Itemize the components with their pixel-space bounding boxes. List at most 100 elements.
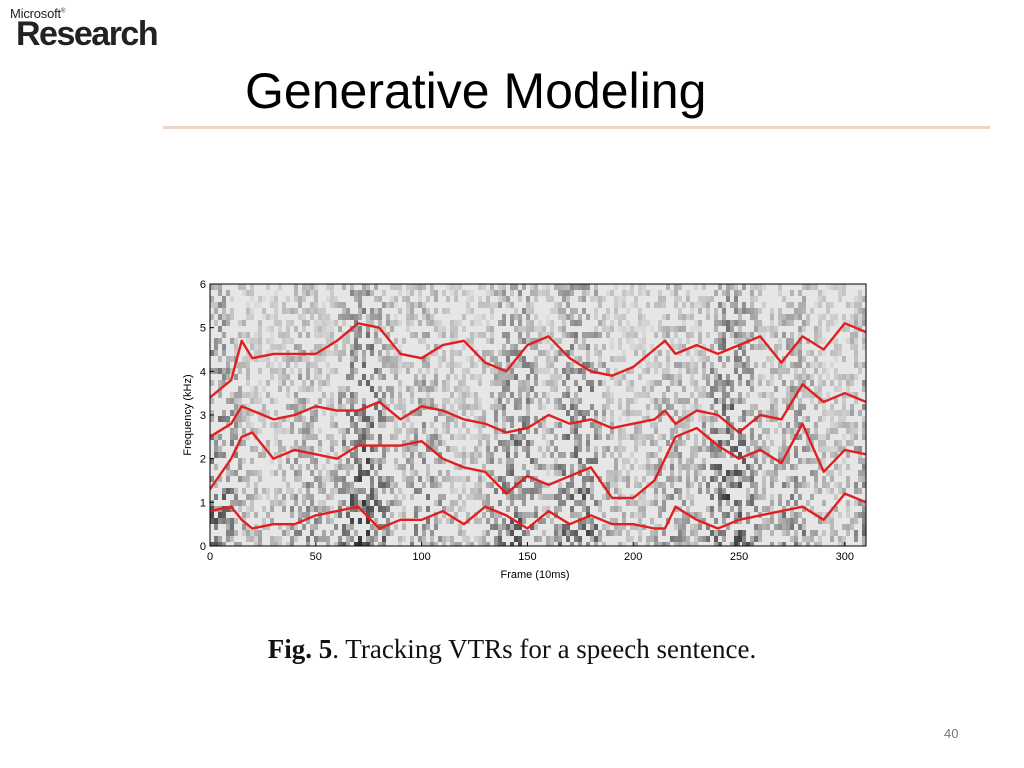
- spectrogram-cell: [506, 530, 510, 536]
- spectrogram-cell: [822, 452, 826, 458]
- spectrogram-cell: [842, 488, 846, 494]
- spectrogram-cell: [286, 530, 290, 536]
- spectrogram-cell: [542, 290, 546, 296]
- spectrogram-cell: [306, 386, 310, 392]
- spectrogram-cell: [654, 500, 658, 506]
- spectrogram-cell: [218, 326, 222, 332]
- spectrogram-cell: [594, 326, 598, 332]
- spectrogram-cell: [346, 542, 350, 546]
- spectrogram-cell: [210, 296, 214, 302]
- spectrogram-cell: [374, 470, 378, 476]
- spectrogram-cell: [566, 350, 570, 356]
- spectrogram-cell: [406, 314, 410, 320]
- formant-tracks: [210, 322, 866, 530]
- spectrogram-cell: [478, 380, 482, 386]
- spectrogram-cell: [570, 350, 574, 356]
- spectrogram-cell: [750, 284, 754, 290]
- spectrogram-cell: [470, 404, 474, 410]
- spectrogram-cell: [802, 374, 806, 380]
- spectrogram-cell: [510, 488, 514, 494]
- spectrogram-cell: [490, 512, 494, 518]
- spectrogram-cell: [838, 296, 842, 302]
- spectrogram-cell: [210, 512, 214, 518]
- spectrogram-cell: [310, 290, 314, 296]
- spectrogram-cell: [470, 296, 474, 302]
- spectrogram-cell: [718, 398, 722, 404]
- spectrogram-cell: [662, 530, 666, 536]
- spectrogram-cell: [526, 530, 530, 536]
- spectrogram-cell: [474, 518, 478, 524]
- spectrogram-cell: [478, 542, 482, 546]
- spectrogram-cell: [498, 296, 502, 302]
- spectrogram-cell: [522, 356, 526, 362]
- y-tick-label: 5: [200, 323, 206, 335]
- spectrogram-cell: [862, 386, 866, 392]
- spectrogram-cell: [274, 422, 278, 428]
- spectrogram-cell: [694, 452, 698, 458]
- spectrogram-cell: [470, 362, 474, 368]
- spectrogram-cell: [614, 296, 618, 302]
- spectrogram-cell: [306, 494, 310, 500]
- spectrogram-cell: [734, 464, 738, 470]
- spectrogram-cell: [678, 338, 682, 344]
- spectrogram-cell: [650, 482, 654, 488]
- spectrogram-cell: [338, 404, 342, 410]
- spectrogram-cell: [802, 476, 806, 482]
- spectrogram-cell: [694, 524, 698, 530]
- spectrogram-cell: [726, 296, 730, 302]
- spectrogram-cell: [858, 302, 862, 308]
- spectrogram-cell: [450, 506, 454, 512]
- spectrogram-cell: [846, 422, 850, 428]
- spectrogram-cell: [526, 338, 530, 344]
- spectrogram-cell: [618, 326, 622, 332]
- spectrogram-cell: [222, 518, 226, 524]
- spectrogram-cell: [618, 356, 622, 362]
- spectrogram-cell: [510, 470, 514, 476]
- spectrogram-cell: [594, 308, 598, 314]
- spectrogram-cell: [582, 416, 586, 422]
- spectrogram-cell: [546, 362, 550, 368]
- spectrogram-cell: [554, 446, 558, 452]
- spectrogram-cell: [670, 494, 674, 500]
- spectrogram-cell: [718, 464, 722, 470]
- spectrogram-cell: [330, 326, 334, 332]
- spectrogram-cell: [330, 398, 334, 404]
- spectrogram-cell: [714, 476, 718, 482]
- spectrogram-cell: [502, 344, 506, 350]
- spectrogram-cell: [742, 470, 746, 476]
- spectrogram-cell: [374, 332, 378, 338]
- spectrogram-cell: [382, 302, 386, 308]
- spectrogram-cell: [674, 362, 678, 368]
- spectrogram-cell: [698, 410, 702, 416]
- spectrogram-cell: [766, 518, 770, 524]
- spectrogram-cell: [366, 380, 370, 386]
- spectrogram-cell: [770, 440, 774, 446]
- y-tick-label: 1: [200, 497, 206, 509]
- spectrogram-cell: [342, 434, 346, 440]
- spectrogram-cell: [614, 308, 618, 314]
- spectrogram-cell: [410, 386, 414, 392]
- spectrogram-cell: [334, 524, 338, 530]
- spectrogram-cell: [366, 494, 370, 500]
- spectrogram-cell: [822, 338, 826, 344]
- spectrogram-cell: [770, 314, 774, 320]
- spectrogram-cell: [322, 380, 326, 386]
- spectrogram-cell: [450, 536, 454, 542]
- spectrogram-cell: [550, 428, 554, 434]
- spectrogram-cell: [674, 446, 678, 452]
- spectrogram-cell: [702, 422, 706, 428]
- spectrogram-cell: [678, 398, 682, 404]
- spectrogram-cell: [722, 314, 726, 320]
- spectrogram-cell: [314, 524, 318, 530]
- spectrogram-cell: [526, 380, 530, 386]
- spectrogram-cell: [250, 428, 254, 434]
- spectrogram-cell: [610, 422, 614, 428]
- spectrogram-cell: [738, 380, 742, 386]
- spectrogram-cell: [858, 314, 862, 320]
- spectrogram-cell: [298, 464, 302, 470]
- spectrogram-cell: [594, 524, 598, 530]
- spectrogram-cell: [518, 386, 522, 392]
- spectrogram-cell: [634, 482, 638, 488]
- spectrogram-cell: [686, 332, 690, 338]
- spectrogram-cell: [498, 512, 502, 518]
